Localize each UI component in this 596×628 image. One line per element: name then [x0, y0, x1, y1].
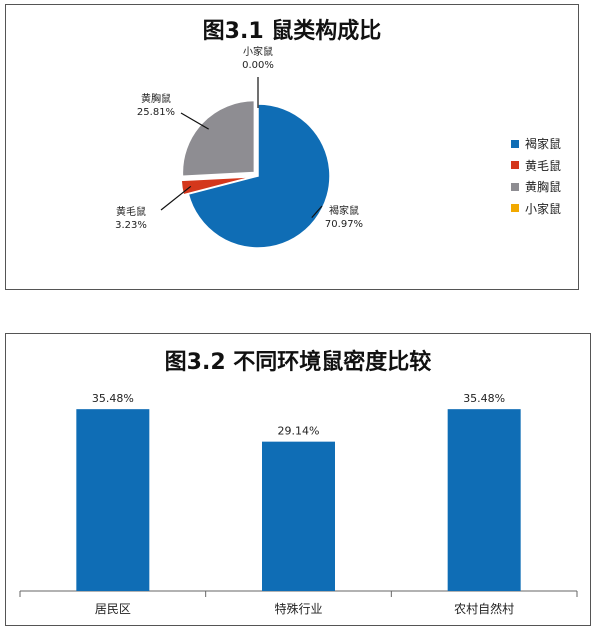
pie-chart-title: 图3.1 鼠类构成比 [202, 19, 382, 44]
pie-chart-panel: 图3.1 鼠类构成比 褐家鼠 70.97% 黄毛鼠 3.23% 黄胸鼠 25.81% 小家鼠… [5, 4, 579, 290]
x-tick-label-rural-village: 农村自然村 [454, 601, 514, 616]
legend-swatch-brown-rat [511, 139, 519, 148]
legend-label-yellow-breast-rat: 黄胸鼠 [525, 180, 562, 195]
legend-item-house-mouse: 小家鼠 [511, 198, 561, 220]
legend-item-yellow-breast-rat: 黄胸鼠 [511, 176, 561, 198]
pie-slice-yellow-breast-rat [181, 99, 256, 177]
legend-swatch-yellow-hair-rat [511, 161, 519, 170]
bar-value-label-residential: 35.48% [92, 392, 134, 405]
bar-chart: 35.48% 居民区 29.14% 特殊行业 35.48% 农村自然村 [19, 392, 578, 616]
bar-rural-village [447, 409, 521, 591]
pie-value-house-mouse: 0.00% [242, 60, 274, 71]
bar-residential [76, 409, 150, 591]
bar-chart-panel: 图3.2 不同环境鼠密度比较 35.48% 居民区 29.14% 特殊行业 35.48%… [5, 333, 591, 626]
legend-item-brown-rat: 褐家鼠 [511, 133, 561, 155]
pie-value-brown-rat: 70.97% [325, 219, 363, 230]
pie-legend: 褐家鼠 黄毛鼠 黄胸鼠 小家鼠 [511, 133, 561, 219]
legend-swatch-yellow-breast-rat [511, 182, 519, 191]
pie-label-yellow-breast-rat: 黄胸鼠 [141, 92, 171, 105]
legend-swatch-house-mouse [511, 204, 519, 213]
leader-line-yellow-breast-rat [180, 112, 210, 130]
pie-label-brown-rat: 褐家鼠 [329, 204, 359, 217]
pie-label-house-mouse: 小家鼠 [243, 45, 273, 58]
bar-special-industry [262, 441, 335, 591]
pie-slice-yellow-hair-rat [180, 176, 254, 196]
x-tick-label-special-industry: 特殊行业 [274, 601, 322, 616]
legend-item-yellow-hair-rat: 黄毛鼠 [511, 155, 561, 177]
leader-line-brown-rat [311, 205, 323, 219]
pie-label-yellow-hair-rat: 黄毛鼠 [116, 205, 146, 218]
bar-value-label-rural-village: 35.48% [463, 392, 505, 405]
pie-slice-brown-rat [187, 103, 331, 249]
legend-label-house-mouse: 小家鼠 [525, 201, 562, 216]
pie-value-yellow-breast-rat: 25.81% [137, 107, 175, 118]
bar-chart-title: 图3.2 不同环境鼠密度比较 [164, 350, 432, 375]
leader-line-yellow-hair-rat [160, 185, 192, 211]
pie-chart: 褐家鼠 70.97% 黄毛鼠 3.23% 黄胸鼠 25.81% 小家鼠 0.00% [115, 45, 363, 249]
legend-label-brown-rat: 褐家鼠 [525, 137, 562, 152]
x-tick-label-residential: 居民区 [95, 602, 131, 616]
pie-value-yellow-hair-rat: 3.23% [115, 220, 147, 231]
legend-label-yellow-hair-rat: 黄毛鼠 [525, 158, 562, 173]
bar-value-label-special-industry: 29.14% [278, 425, 320, 438]
